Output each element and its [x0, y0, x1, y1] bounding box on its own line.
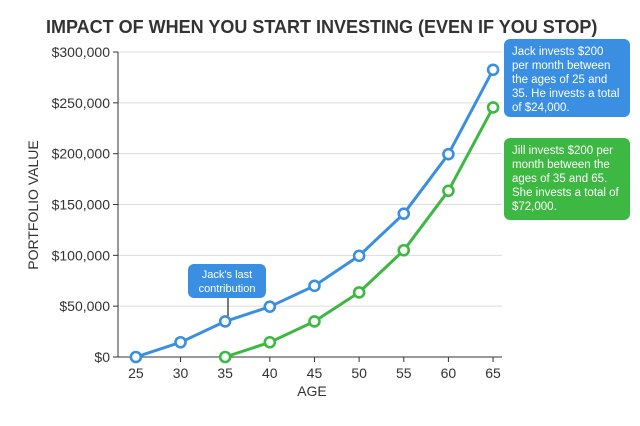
x-axis-label: AGE: [297, 383, 327, 399]
jill-callout: Jill invests $200 per month between the …: [504, 138, 630, 220]
series-0-point: [486, 63, 500, 77]
series-group: [129, 63, 500, 364]
x-tick-label: 55: [396, 365, 412, 381]
y-tick-label: $0: [94, 349, 110, 365]
x-tick-label: 40: [262, 365, 278, 381]
grid: [118, 51, 502, 307]
series-0-point: [352, 249, 366, 263]
series-0-point: [218, 315, 232, 328]
series-1-point: [486, 101, 500, 114]
x-tick-label: 30: [173, 365, 189, 381]
series-0-point: [397, 207, 411, 220]
series-0-point: [308, 279, 321, 293]
y-tick-label: $250,000: [52, 95, 111, 111]
series-1-point: [218, 350, 232, 364]
x-tick-label: 50: [351, 365, 367, 381]
y-tick-label: $300,000: [52, 44, 111, 60]
y-tick-label: $150,000: [52, 197, 111, 213]
y-tick-label: $100,000: [52, 247, 111, 263]
jack-last-contribution-callout: Jack's last contribution: [188, 264, 266, 298]
series-line-0: [135, 69, 495, 359]
chart-title: IMPACT OF WHEN YOU START INVESTING (EVEN…: [46, 17, 597, 37]
series-1-point: [442, 184, 455, 198]
x-ticks: 25 30 35 40 45 50 55 60 65: [128, 357, 501, 381]
series-1-point: [397, 243, 411, 257]
series-0-point: [263, 300, 277, 313]
x-tick-label: 35: [217, 365, 233, 381]
series-1-point: [263, 335, 277, 349]
x-tick-label: 60: [441, 365, 457, 381]
y-tick-label: $200,000: [52, 146, 111, 162]
x-tick-label: 65: [485, 365, 501, 381]
series-0-point: [174, 335, 187, 349]
series-1-point: [308, 315, 321, 328]
jack-callout: Jack invests $200 per month between the …: [504, 39, 630, 117]
y-axis-label: PORTFOLIO VALUE: [25, 140, 41, 269]
series-0-point: [442, 147, 455, 161]
x-tick-label: 25: [128, 365, 144, 381]
y-ticks: $0 $50,000 $100,000 $150,000 $200,000 $250,00…: [52, 44, 118, 365]
y-tick-label: $50,000: [59, 298, 110, 314]
x-tick-label: 45: [307, 365, 323, 381]
series-0-point: [129, 350, 143, 364]
series-1-point: [352, 286, 366, 299]
